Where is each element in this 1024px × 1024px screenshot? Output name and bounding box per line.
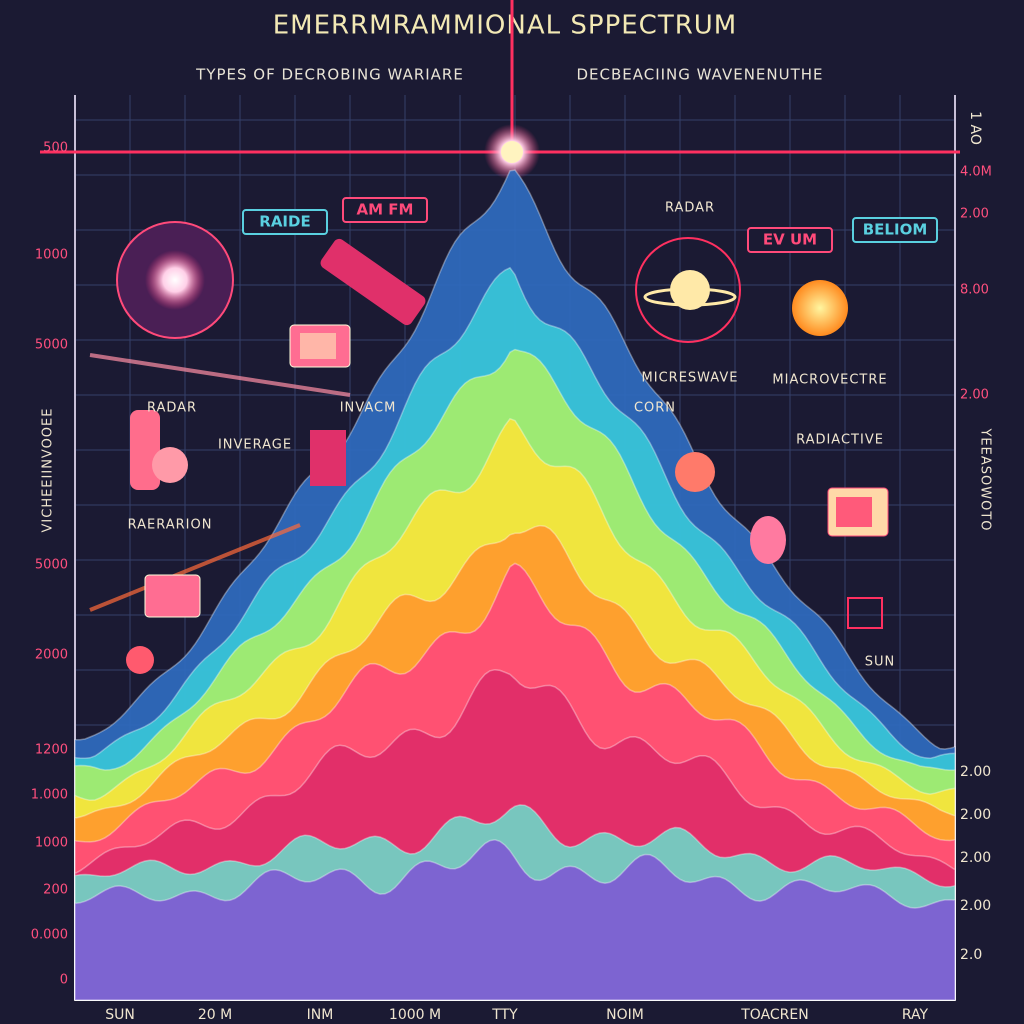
callout-label: INVACM (340, 401, 397, 416)
label-box (852, 217, 938, 243)
remote-icon (320, 238, 426, 326)
axis-label: 2000 (35, 648, 68, 663)
radar-icon (152, 447, 188, 483)
axis-label: 200 (43, 883, 68, 898)
x-axis-label: INM (307, 1007, 334, 1023)
radio-icon (847, 597, 883, 629)
planet-icon (126, 646, 154, 674)
axis-label: 2.00 (960, 898, 991, 914)
label-box (342, 197, 428, 223)
axis-label: 1000 (35, 836, 68, 851)
axis-label: 5000 (35, 338, 68, 353)
x-axis-label: NOIM (606, 1007, 644, 1023)
title: EMERRMRAMMIONAL SPPECTRUM (273, 11, 738, 41)
callout-label: SUN (865, 655, 896, 670)
axis-title: YEEASOWOTO (978, 427, 993, 531)
callout-label: MIACROVECTRE (772, 373, 887, 388)
x-axis-label: RAY (902, 1007, 929, 1023)
callout-label: AM FM (357, 201, 414, 219)
sun-icon (792, 280, 848, 336)
axis-label: 0 (60, 973, 68, 988)
label-box (242, 209, 328, 235)
axis-label: 1200 (35, 743, 68, 758)
x-axis-label: 20 M (198, 1007, 232, 1023)
axis-label: 8.00 (960, 283, 989, 298)
callout-label: RADAR (665, 201, 715, 216)
callout-label: RAERARION (128, 518, 213, 533)
callout-label: CORN (634, 401, 676, 416)
texts: 500 1000 5000 5000 2000 1200 1.000 1000 200 0.000… (31, 111, 993, 1023)
planet-icon (670, 270, 710, 310)
axis-label: 2.00 (960, 764, 991, 780)
axis-label: 5000 (35, 558, 68, 573)
axis-label: 1000 (35, 248, 68, 263)
axis-label: 2.00 (960, 207, 989, 222)
tv-icon (144, 574, 201, 618)
axis-label: 2.00 (960, 388, 989, 403)
axis-label: 500 (43, 141, 68, 156)
callout-label: RAIDE (259, 213, 310, 231)
callout-label: INVERAGE (218, 438, 292, 453)
axis-label: 0.000 (31, 928, 68, 943)
spectrum-mountain (74, 169, 956, 1001)
x-axis-label: TTY (491, 1007, 518, 1023)
axis-label: 2.00 (960, 850, 991, 866)
callout-label: MICRESWAVE (642, 371, 739, 386)
planet-icon (675, 452, 715, 492)
x-axis-label: SUN (105, 1007, 135, 1023)
subtitle: DECBEACIING WAVENENUTHE (576, 66, 823, 84)
axis-label: 1.000 (31, 788, 68, 803)
axis-title: VICHEEIINVOOEE (41, 408, 56, 533)
planet-ring (635, 237, 741, 343)
tv-icon (836, 497, 872, 527)
bulb-icon (750, 516, 786, 564)
radar-icon (130, 410, 160, 490)
callout-label: RADAR (147, 401, 197, 416)
x-axis-label: TOACREN (740, 1007, 808, 1023)
star-icon (145, 250, 205, 310)
antenna-icon (310, 430, 346, 486)
glow-dot (501, 141, 523, 163)
callout-label: BELIOM (863, 221, 928, 239)
axis-label: 2.0 (960, 947, 982, 963)
callout-label: RADIACTIVE (796, 433, 884, 448)
callout-label: EV UM (763, 231, 817, 249)
axis-label: 1 AO (967, 111, 983, 145)
tv-icon (300, 333, 336, 359)
beam (89, 523, 301, 612)
subtitle: TYPES OF DECROBING WARIARE (195, 66, 464, 84)
x-axis-label: 1000 M (389, 1007, 441, 1023)
beam (89, 353, 351, 397)
spectrum-layer (74, 839, 956, 1001)
axis-label: 2.00 (960, 807, 991, 823)
axis-label: 4.0M (960, 165, 992, 180)
label-box (747, 227, 833, 253)
